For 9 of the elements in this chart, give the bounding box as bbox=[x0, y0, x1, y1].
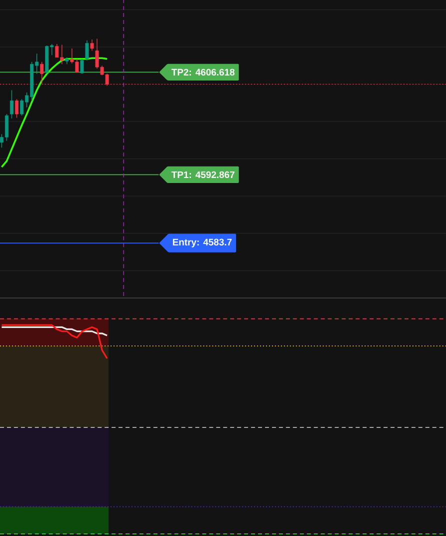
candlestick bbox=[85, 40, 89, 61]
ref-line-label: Entry: 4583.7 bbox=[172, 238, 232, 248]
ref-line-label: TP1: 4592.867 bbox=[171, 171, 234, 178]
candlestick bbox=[90, 39, 94, 52]
candlestick bbox=[40, 62, 44, 84]
candlestick bbox=[80, 58, 84, 74]
candlestick bbox=[10, 90, 14, 119]
ref-line-label: TP2: 4606.618 bbox=[171, 68, 235, 76]
candlestick bbox=[15, 98, 19, 118]
